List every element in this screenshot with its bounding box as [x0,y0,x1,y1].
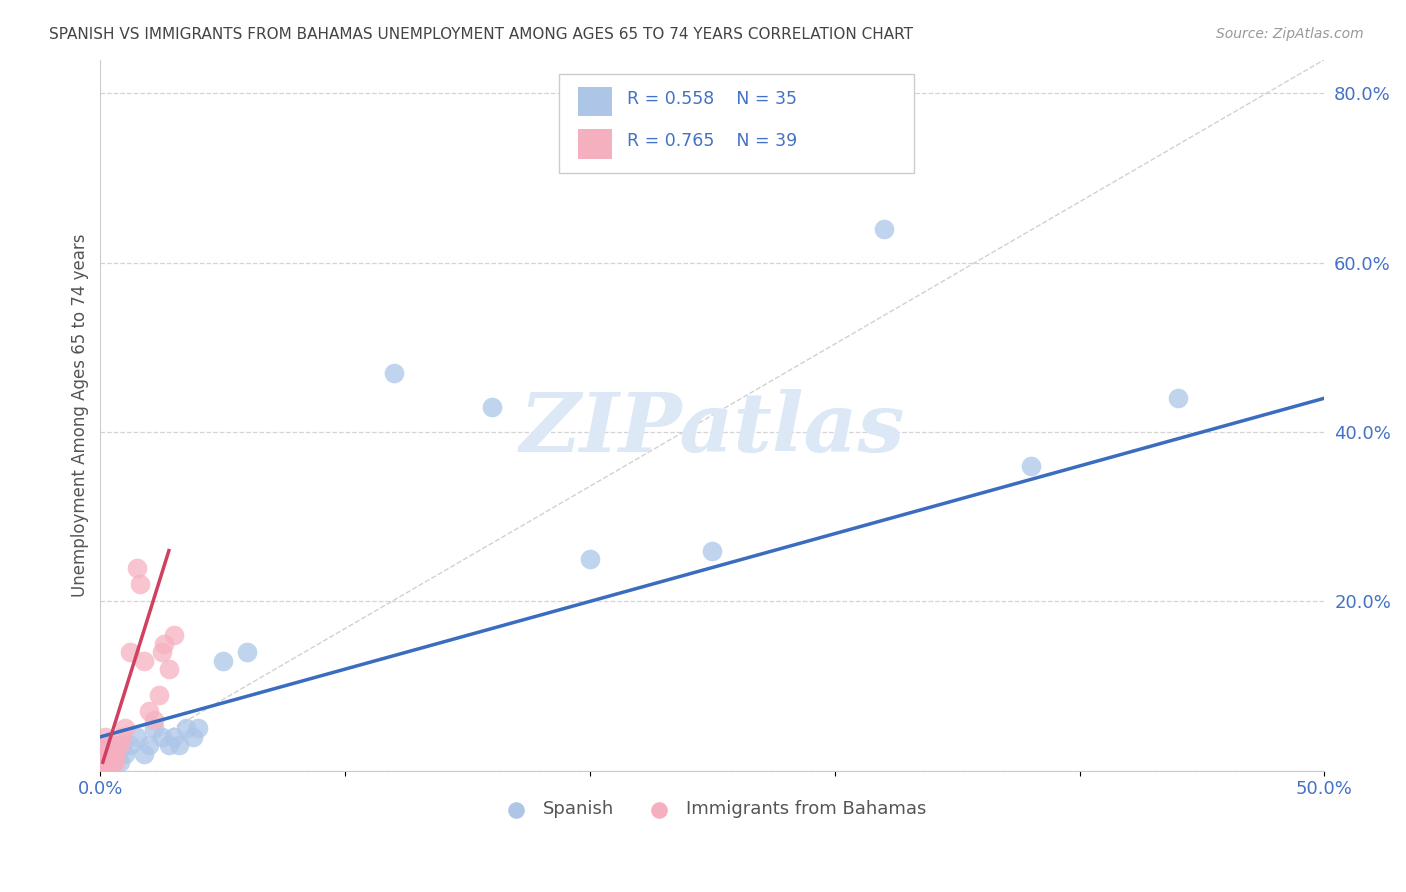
Point [94,756,117,770]
Point [94,747,117,761]
Point [873,222,896,236]
Point [91,756,114,770]
Point [94,756,117,770]
Point [157,739,180,753]
Y-axis label: Unemployment Among Ages 65 to 74 years: Unemployment Among Ages 65 to 74 years [72,234,89,597]
Point [107,739,129,753]
Point [108,739,131,753]
Point [91,747,114,761]
Point [125,560,148,574]
Point [94,756,117,770]
FancyBboxPatch shape [578,87,612,117]
Point [91,756,114,770]
Point [167,739,190,753]
Text: R = 0.765    N = 39: R = 0.765 N = 39 [627,132,797,151]
Point [98,756,121,770]
Point [107,747,129,761]
Point [1166,391,1188,405]
Point [143,722,166,736]
Point [98,747,121,761]
Point [150,730,173,744]
Point [236,645,259,659]
Point [108,756,131,770]
Point [157,662,180,676]
FancyBboxPatch shape [560,74,914,173]
Point [97,756,120,770]
Point [118,739,141,753]
Point [134,747,156,761]
Point [153,637,176,651]
Point [211,654,233,668]
Point [183,730,205,744]
Point [91,756,114,770]
Point [97,739,120,753]
Point [101,756,124,770]
Point [104,756,127,770]
Point [97,739,120,753]
Point [138,705,160,719]
FancyBboxPatch shape [578,129,612,159]
Point [702,543,724,558]
Text: SPANISH VS IMMIGRANTS FROM BAHAMAS UNEMPLOYMENT AMONG AGES 65 TO 74 YEARS CORREL: SPANISH VS IMMIGRANTS FROM BAHAMAS UNEMP… [49,27,914,42]
Point [94,747,117,761]
Point [91,747,114,761]
Point [98,756,121,770]
Point [1019,458,1042,473]
Point [111,739,134,753]
Point [104,747,127,761]
Point [91,756,114,770]
Point [187,722,209,736]
Point [128,577,150,591]
Point [163,628,186,642]
Point [163,730,186,744]
Point [98,739,121,753]
Point [94,739,117,753]
Point [579,552,602,566]
Text: ZIPatlas: ZIPatlas [520,390,905,469]
Point [118,645,141,659]
Point [114,747,136,761]
Point [150,645,173,659]
Point [94,730,117,744]
Point [134,654,156,668]
Point [97,747,120,761]
Point [97,747,120,761]
Point [138,739,160,753]
Point [101,739,124,753]
Point [98,747,121,761]
Point [382,366,405,380]
Legend: Spanish, Immigrants from Bahamas: Spanish, Immigrants from Bahamas [491,793,934,826]
Point [174,722,197,736]
Point [481,400,503,414]
Point [97,747,120,761]
Text: R = 0.558    N = 35: R = 0.558 N = 35 [627,90,797,108]
Point [143,713,166,727]
Point [114,722,136,736]
Point [111,730,134,744]
Point [104,747,127,761]
Point [101,756,124,770]
Point [94,747,117,761]
Point [125,730,148,744]
Point [101,747,124,761]
Point [148,688,170,702]
Point [91,739,114,753]
Point [94,747,117,761]
Text: Source: ZipAtlas.com: Source: ZipAtlas.com [1216,27,1364,41]
